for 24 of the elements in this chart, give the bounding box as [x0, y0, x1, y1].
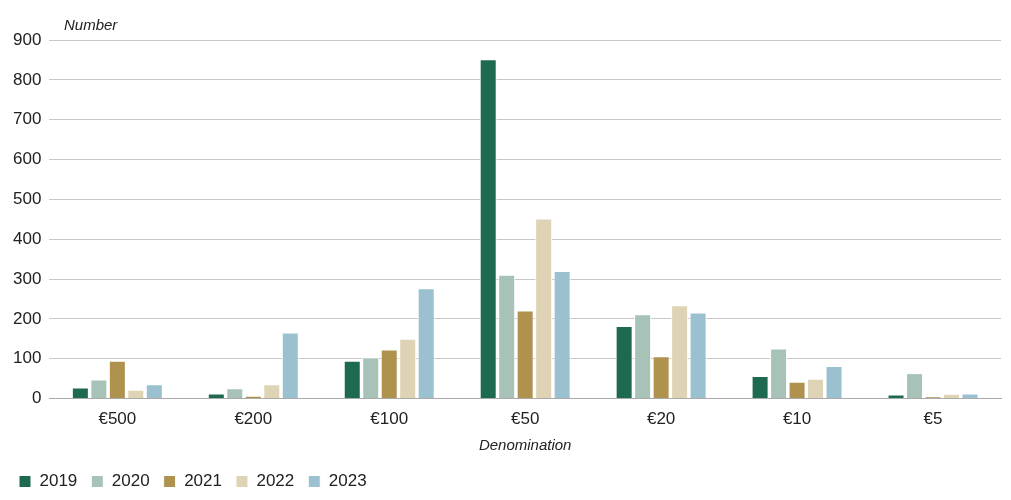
- y-tick-label: 500: [12, 189, 42, 209]
- y-tick-label: 400: [12, 228, 42, 248]
- y-axis-title: Number: [64, 16, 118, 33]
- x-tick-label: €5: [923, 409, 943, 429]
- x-tick-label: €200: [234, 409, 273, 429]
- legend-label: 2020: [111, 471, 150, 491]
- y-tick-label: 800: [12, 69, 42, 89]
- legend-label: 2022: [256, 471, 295, 491]
- y-tick-label: 200: [12, 308, 42, 328]
- y-tick-label: 100: [12, 348, 42, 368]
- x-tick-label: €500: [98, 409, 137, 429]
- legend-label: 2019: [39, 471, 78, 491]
- y-tick-label: 900: [12, 29, 42, 49]
- y-tick-label: 300: [12, 268, 42, 288]
- y-tick-label: 700: [12, 109, 42, 129]
- x-tick-label: €50: [510, 409, 540, 429]
- x-axis-title: Denomination: [478, 436, 572, 454]
- y-tick-label: 0: [31, 388, 42, 408]
- x-tick-label: €10: [782, 409, 812, 429]
- x-tick-label: €20: [646, 409, 676, 429]
- legend-label: 2023: [328, 471, 367, 491]
- y-tick-label: 600: [12, 149, 42, 169]
- legend-label: 2021: [184, 471, 222, 491]
- x-tick-label: €100: [370, 409, 409, 429]
